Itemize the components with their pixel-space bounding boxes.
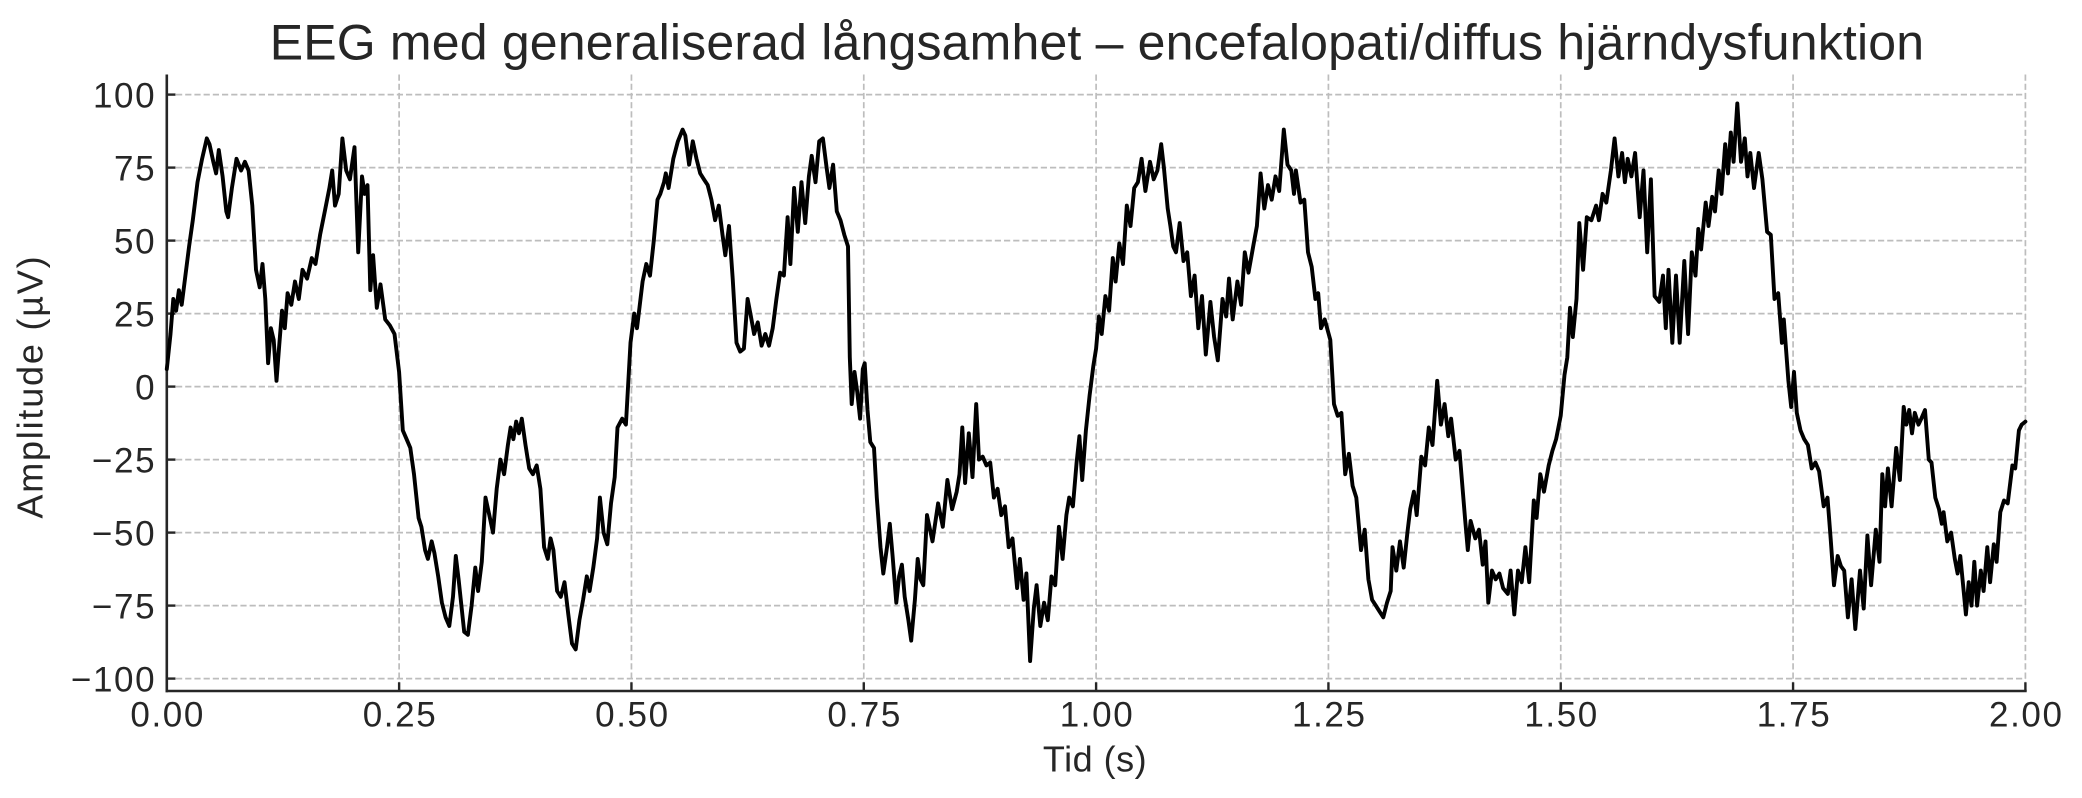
svg-text:100: 100	[93, 77, 156, 116]
svg-text:50: 50	[114, 223, 156, 262]
svg-text:1.00: 1.00	[1060, 695, 1135, 734]
svg-text:1.75: 1.75	[1757, 695, 1832, 734]
svg-text:−75: −75	[92, 588, 156, 627]
svg-text:−25: −25	[92, 442, 156, 481]
svg-text:−100: −100	[71, 661, 156, 700]
svg-text:2.00: 2.00	[1989, 695, 2064, 734]
svg-text:75: 75	[114, 150, 156, 189]
svg-text:0: 0	[135, 369, 156, 408]
svg-text:25: 25	[114, 296, 156, 335]
svg-text:Amplitude (µV): Amplitude (µV)	[10, 255, 51, 519]
svg-text:Tid (s): Tid (s)	[1043, 739, 1147, 780]
svg-text:−50: −50	[92, 515, 156, 554]
svg-text:1.25: 1.25	[1292, 695, 1367, 734]
svg-text:1.50: 1.50	[1524, 695, 1599, 734]
svg-text:EEG med generaliserad långsamh: EEG med generaliserad långsamhet – encef…	[270, 15, 1925, 71]
svg-text:0.75: 0.75	[827, 695, 902, 734]
svg-text:0.25: 0.25	[363, 695, 438, 734]
svg-text:0.00: 0.00	[130, 695, 205, 734]
svg-text:0.50: 0.50	[595, 695, 670, 734]
